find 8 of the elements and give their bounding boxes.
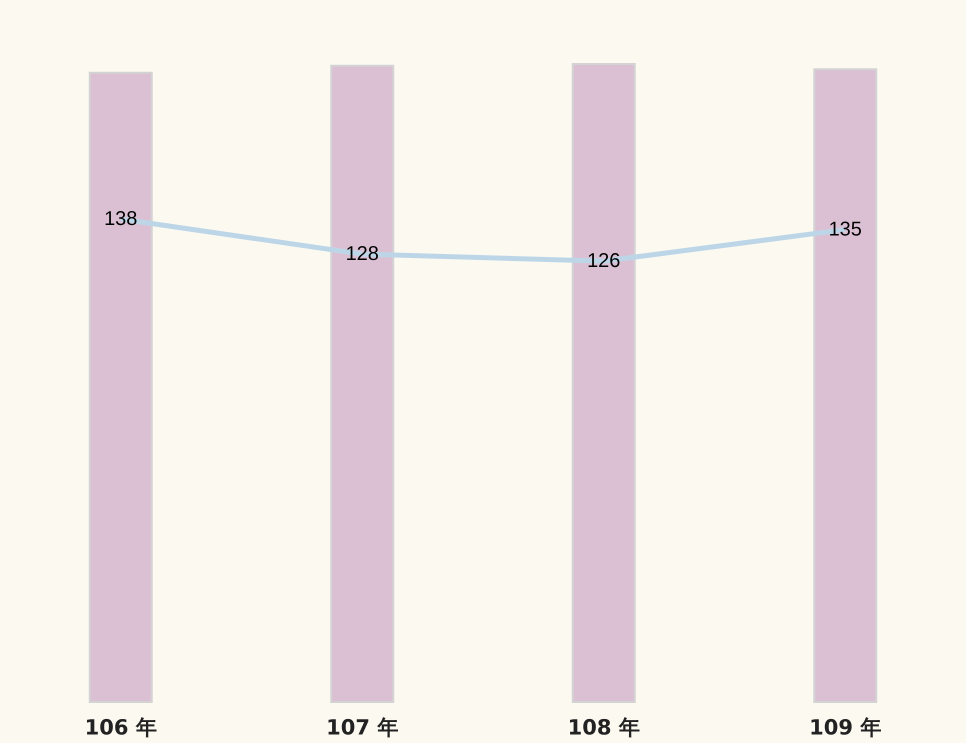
x-tick-label: 109 年 — [809, 716, 882, 740]
data-label: 126 — [587, 250, 620, 272]
x-tick-label: 108 年 — [568, 716, 640, 740]
data-label: 135 — [828, 218, 862, 241]
data-label: 138 — [104, 208, 138, 230]
x-tick-label: 106 年 — [84, 716, 157, 740]
data-label: 128 — [346, 243, 379, 266]
x-tick-label: 107 年 — [326, 716, 398, 740]
